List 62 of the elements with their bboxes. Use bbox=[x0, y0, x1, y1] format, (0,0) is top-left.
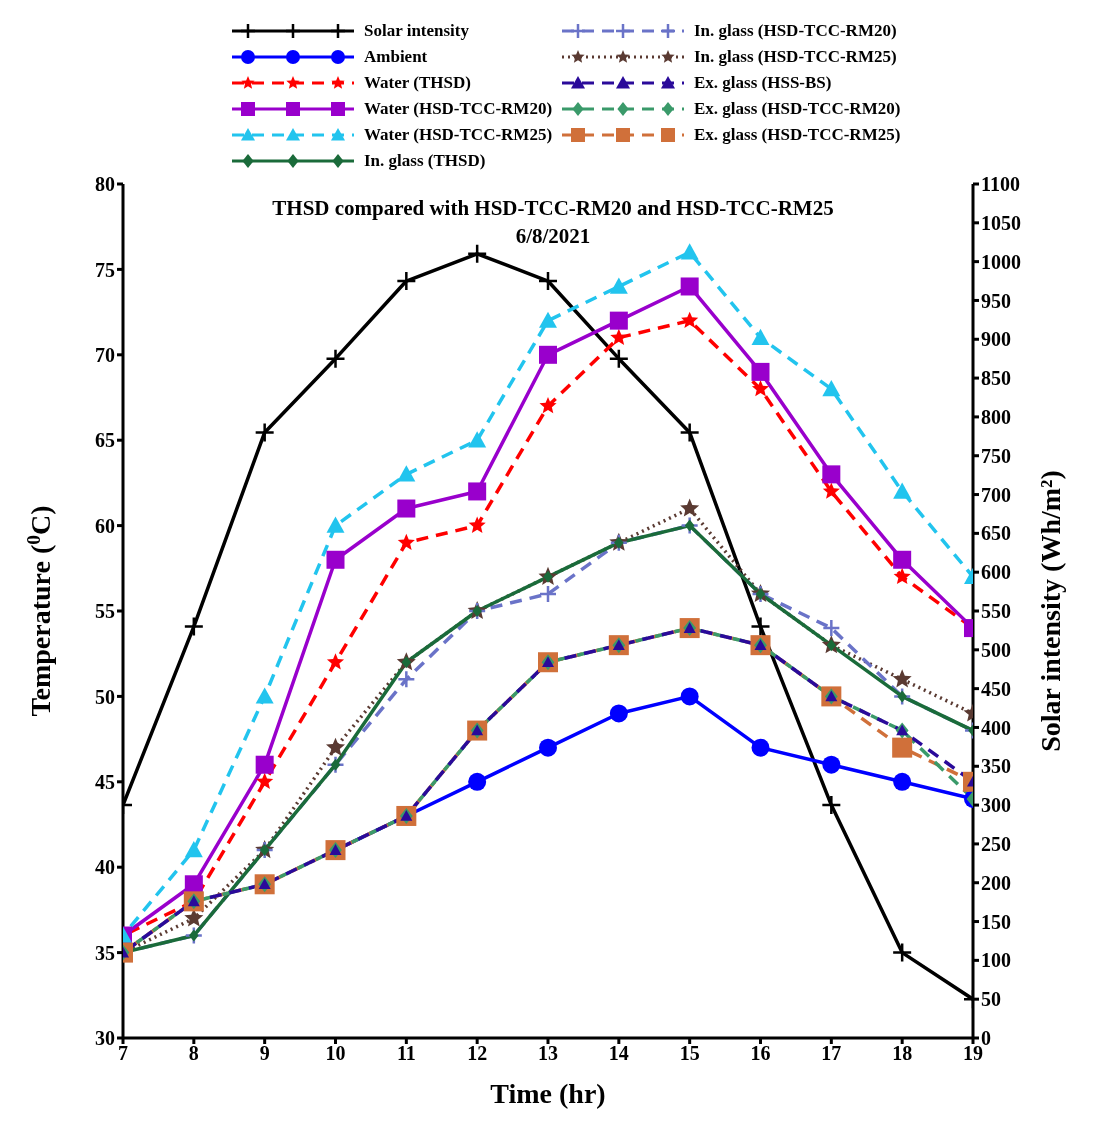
y2-tick-label: 850 bbox=[981, 367, 1011, 390]
x-tick-label: 7 bbox=[118, 1042, 128, 1065]
y-tick-label: 30 bbox=[95, 1027, 115, 1050]
y2-tick-label: 150 bbox=[981, 910, 1011, 933]
y2-tick-label: 500 bbox=[981, 638, 1011, 661]
x-tick-label: 10 bbox=[325, 1042, 346, 1065]
x-tick-label: 8 bbox=[188, 1042, 199, 1065]
x-tick-label: 14 bbox=[608, 1042, 629, 1065]
y2-tick-label: 250 bbox=[981, 833, 1011, 856]
y-tick-label: 40 bbox=[95, 856, 115, 879]
x-tick-label: 9 bbox=[259, 1042, 270, 1065]
legend-label: Water (THSD) bbox=[364, 73, 471, 93]
y2-tick-label: 450 bbox=[981, 677, 1011, 700]
legend-label: In. glass (HSD-TCC-RM25) bbox=[694, 47, 897, 67]
y-tick-label: 55 bbox=[95, 600, 115, 623]
y-tick-label: 80 bbox=[95, 173, 115, 196]
x-axis-title: Time (hr) bbox=[490, 1078, 606, 1109]
y2-tick-label: 800 bbox=[981, 406, 1011, 429]
x-tick-label: 18 bbox=[892, 1042, 913, 1065]
y2-tick-label: 600 bbox=[981, 561, 1011, 584]
y-tick-label: 75 bbox=[95, 258, 115, 281]
y2-tick-label: 50 bbox=[981, 988, 1001, 1011]
x-tick-label: 17 bbox=[821, 1042, 842, 1065]
text: 6/8/2021 bbox=[515, 224, 591, 248]
y2-tick-label: 200 bbox=[981, 871, 1011, 894]
legend-label: Ex. glass (HSD-TCC-RM25) bbox=[694, 125, 901, 145]
y2-tick-label: 900 bbox=[981, 328, 1011, 351]
y2-tick-label: 1050 bbox=[981, 211, 1021, 234]
y2-tick-label: 750 bbox=[981, 444, 1011, 467]
legend-label: Ex. glass (HSD-TCC-RM20) bbox=[694, 99, 901, 119]
y2-tick-label: 400 bbox=[981, 716, 1011, 739]
x-tick-label: 13 bbox=[538, 1042, 558, 1065]
legend-label: Ex. glass (HSS-BS) bbox=[694, 73, 832, 93]
y2-tick-label: 550 bbox=[981, 600, 1011, 623]
x-tick-label: 15 bbox=[679, 1042, 700, 1065]
legend-label: Water (HSD-TCC-RM20) bbox=[364, 99, 553, 119]
y2-tick-label: 650 bbox=[981, 522, 1011, 545]
y-tick-label: 65 bbox=[95, 429, 115, 452]
y2-axis-title: Solar intensity (Wh/m²) bbox=[1035, 470, 1066, 752]
y-tick-label: 50 bbox=[95, 685, 115, 708]
legend-label: Ambient bbox=[364, 47, 428, 67]
y2-tick-label: 1100 bbox=[981, 173, 1020, 196]
text: THSD compared with HSD-TCC-RM20 and HSD-TCC-RM25 bbox=[272, 196, 834, 220]
y2-tick-label: 100 bbox=[981, 949, 1011, 972]
legend-label: Water (HSD-TCC-RM25) bbox=[364, 125, 553, 145]
y2-tick-label: 0 bbox=[981, 1027, 991, 1050]
y-tick-label: 60 bbox=[95, 514, 115, 537]
y2-tick-label: 350 bbox=[981, 755, 1011, 778]
x-tick-label: 16 bbox=[750, 1042, 771, 1065]
y-tick-label: 45 bbox=[95, 770, 115, 793]
legend-label: In. glass (HSD-TCC-RM20) bbox=[694, 21, 897, 41]
y2-tick-label: 300 bbox=[981, 794, 1011, 817]
legend-label: In. glass (THSD) bbox=[364, 151, 486, 171]
y2-tick-label: 700 bbox=[981, 483, 1011, 506]
y-tick-label: 35 bbox=[95, 941, 115, 964]
x-tick-label: 19 bbox=[963, 1042, 983, 1065]
legend-label: Solar intensity bbox=[364, 21, 470, 41]
x-tick-label: 12 bbox=[467, 1042, 488, 1065]
x-tick-label: 11 bbox=[396, 1042, 416, 1065]
y2-tick-label: 950 bbox=[981, 289, 1011, 312]
y2-tick-label: 1000 bbox=[981, 250, 1021, 273]
y-tick-label: 70 bbox=[95, 343, 115, 366]
